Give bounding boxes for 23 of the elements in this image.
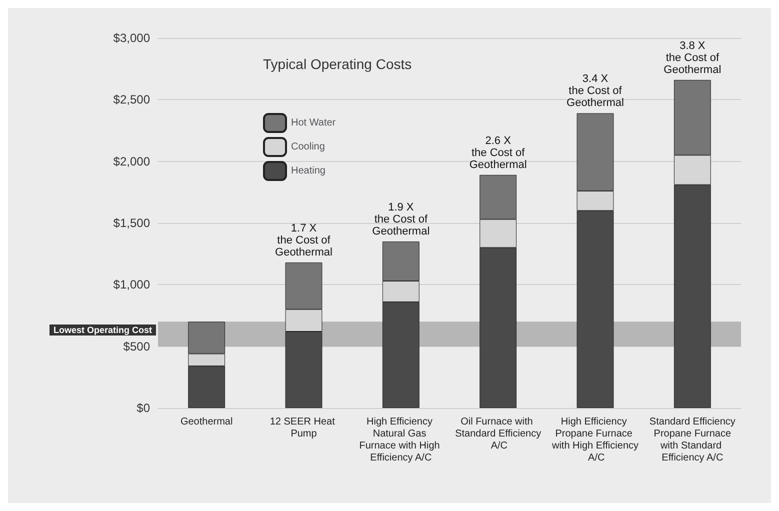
text: Typical Operating Costs	[263, 56, 412, 72]
legend-label: Heating	[291, 166, 326, 176]
y-tick-label: $3,000	[113, 31, 150, 45]
y-tick-label: $2,500	[113, 92, 150, 107]
legend-label: Cooling	[291, 142, 325, 152]
y-tick-label: $1,000	[113, 278, 150, 292]
y-tick-label: $1,500	[113, 216, 150, 230]
x-tick-label: Standard Efficiency Propane Furnace with Standard Efficiency A/C	[649, 416, 736, 464]
legend-label: Hot Water	[291, 118, 336, 128]
x-tick-label: Oil Furnace with Standard Efficiency A/C	[455, 416, 542, 452]
annotation: 1.9 X the Cost of Geothermal	[372, 202, 430, 238]
x-tick-label: High Efficiency Natural Gas Furnace with High Efficiency A/C	[359, 416, 443, 464]
annotation: 1.7 X the Cost of Geothermal	[275, 222, 332, 258]
annotation: 3.4 X the Cost of Geothermal	[566, 73, 624, 110]
band-label: Lowest Operating Cost	[53, 325, 152, 335]
x-tick-label: Geothermal	[180, 416, 233, 428]
y-tick-label: $500	[123, 339, 150, 354]
annotation: 2.6 X the Cost of Geothermal	[469, 134, 527, 171]
y-tick-label: $2,000	[113, 154, 150, 168]
annotation: 3.8 X the Cost of Geothermal	[664, 40, 722, 76]
x-tick-label: High Efficiency Propane Furnace with High Efficiency A/C	[550, 416, 639, 464]
x-tick-label: 12 SEER Heat Pump	[270, 416, 338, 440]
y-tick-label: $0	[136, 401, 150, 415]
